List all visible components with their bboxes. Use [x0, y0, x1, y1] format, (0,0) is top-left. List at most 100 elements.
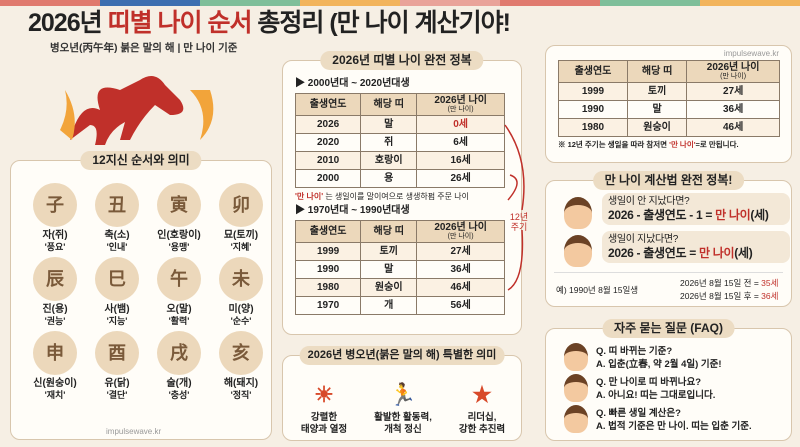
rat-icon: 子	[33, 183, 77, 227]
zodiac-name: 자(쥐)	[42, 230, 68, 241]
zodiac-name: 오(말)	[166, 304, 192, 315]
tiger-icon: 寅	[157, 183, 201, 227]
meaning-item: 🏃 활발한 활동력, 개척 정신	[364, 380, 442, 436]
cycle-arrows	[504, 124, 525, 291]
table-cell: 36세	[416, 260, 505, 279]
person-question-icon	[564, 343, 588, 371]
zodiac-name: 진(용)	[42, 304, 68, 315]
zodiac-meaning: '용맹'	[168, 242, 190, 252]
zodiac-title: 12지신 순서와 의미	[80, 151, 202, 170]
table-cell: 36세	[686, 100, 780, 119]
table-row: 2000 용 26세	[294, 169, 505, 188]
example-label: 예) 1990년 8월 15일생	[556, 285, 639, 295]
zodiac-name: 미(양)	[228, 304, 254, 315]
zodiac-meaning: '활력'	[168, 316, 190, 326]
formula-before-birthday: 생일이 안 지났다면? 2026 - 출생연도 - 1 = 만 나이(세)	[602, 193, 790, 225]
table-row: 1999 토끼 27세	[294, 242, 505, 261]
table-row: 2020 쥐 6세	[294, 133, 505, 152]
watermark: impulsewave.kr	[106, 427, 162, 436]
sun-icon: ☀	[314, 382, 334, 407]
zodiac-item: 辰 진(용) '권능'	[25, 257, 85, 327]
zodiac-name: 술(개)	[166, 378, 192, 389]
zodiac-item: 未 미(양) '순수'	[211, 257, 271, 327]
calc-title: 만 나이 계산법 완전 정복!	[592, 171, 745, 190]
age-note: '만 나이' 는 생일이를 말이여으로 생생하펌 주문 나이	[295, 192, 469, 201]
table-cell: 1990	[558, 100, 628, 119]
stripe-segment	[200, 0, 300, 6]
stripe-segment	[700, 0, 800, 6]
zodiac-item: 巳 사(뱀) '지능'	[87, 257, 147, 327]
table-cell: 46세	[686, 118, 780, 137]
table-cell: 말	[360, 260, 418, 279]
table-cell: 0세	[416, 115, 505, 134]
meaning-line: 리더십,	[467, 412, 497, 423]
meaning-line: 강렬한	[310, 412, 338, 423]
table-cell: 1980	[558, 118, 628, 137]
horse-icon: 午	[157, 257, 201, 301]
calc-panel: 만 나이 계산법 완전 정복! 생일이 안 지났다면? 2026 - 출생연도 -…	[545, 171, 792, 307]
table-cell: 2000	[294, 169, 362, 188]
section-1970s: ▶ 1970년대 ~ 1990년대생	[295, 205, 410, 216]
zodiac-panel: 12지신 순서와 의미 子 자(쥐) '풍요' 丑 축(소) '인내' 寅 인(호랑이) '용맹…	[10, 151, 272, 440]
table-row: 1980 원숭이 46세	[294, 278, 505, 297]
table-row: 1970 개 56세	[294, 296, 505, 315]
meaning-line: 강한 추진력	[458, 424, 506, 435]
age-title: 2026년 띠별 나이 완전 정복	[320, 51, 484, 70]
zodiac-item: 亥 해(돼지) '정직'	[211, 331, 271, 401]
snake-icon: 巳	[95, 257, 139, 301]
zodiac-name: 유(닭)	[104, 378, 130, 389]
summary-note: ※ 12년 주기는 생일을 따라 참저면 '만 나이'=로 만됩니다.	[558, 140, 739, 149]
zodiac-meaning: '지혜'	[230, 242, 252, 252]
zodiac-meaning: '결단'	[106, 390, 128, 400]
zodiac-item: 寅 인(호랑이) '용맹'	[149, 183, 209, 253]
zodiac-meaning: '지능'	[106, 316, 128, 326]
rooster-icon: 酉	[95, 331, 139, 375]
pig-icon: 亥	[219, 331, 263, 375]
table-cell: 2026	[294, 115, 362, 134]
table-cell: 56세	[416, 296, 505, 315]
table-row: 1990 말 36세	[294, 260, 505, 279]
table-cell: 16세	[416, 151, 505, 170]
zodiac-item: 戌 술(개) '충성'	[149, 331, 209, 401]
summary-table: 출생연도 해당 띠 2026년 나이 (만 나이) 1999 토끼 27세 1990 말 36세 1…	[558, 60, 780, 137]
table-cell: 1999	[294, 242, 362, 261]
table-cell: 27세	[416, 242, 505, 261]
meaning-title: 2026년 병오년(붉은 말의 해) 특별한 의미	[299, 346, 505, 365]
table-cell: 1990	[294, 260, 362, 279]
zodiac-item: 子 자(쥐) '풍요'	[25, 183, 85, 253]
zodiac-meaning: '충성'	[168, 390, 190, 400]
stripe-segment	[600, 0, 700, 6]
summary-table-panel: impulsewave.kr 출생연도 해당 띠 2026년 나이 (만 나이) 199…	[545, 45, 792, 163]
subtitle: 병오년(丙午年) 붉은 말의 해 | 만 나이 기준	[50, 42, 238, 54]
table-cell: 원숭이	[360, 278, 418, 297]
formula-after-birthday: 생일이 지났다면? 2026 - 출생연도 = 만 나이(세)	[602, 231, 790, 263]
zodiac-meaning: '풍요'	[44, 242, 66, 252]
table-cell: 2020	[294, 133, 362, 152]
zodiac-name: 묘(토끼)	[223, 230, 259, 241]
zodiac-name: 신(원숭이)	[33, 378, 77, 389]
meaning-item: ☀ 강렬한 태양과 열정	[285, 380, 363, 436]
age-panel: 2026년 띠별 나이 완전 정복 ▶ 2000년대 ~ 2020년대생 출생연…	[282, 51, 522, 335]
table-cell: 원숭이	[626, 118, 688, 137]
example-results: 2026년 8월 15일 전 = 35세 2026년 8월 15일 후 = 36세	[680, 278, 779, 301]
age-table-2000s: 출생연도 해당 띠 2026년 나이 (만 나이) 2026 말 0세 2020 쥐 6세 2010…	[294, 93, 505, 188]
zodiac-meaning: '재치'	[44, 390, 66, 400]
dragon-icon: 辰	[33, 257, 77, 301]
zodiac-item: 丑 축(소) '인내'	[87, 183, 147, 253]
meaning-item: ★ 리더십, 강한 추진력	[443, 380, 521, 436]
red-horse-illustration	[60, 76, 214, 145]
age-table-1970s: 출생연도 해당 띠 2026년 나이 (만 나이) 1999 토끼 27세 1990 말 36세 1…	[294, 220, 505, 315]
person-warning-icon	[564, 374, 588, 402]
table-cell: 1970	[294, 296, 362, 315]
table-cell: 6세	[416, 133, 505, 152]
section-2000s: ▶ 2000년대 ~ 2020년대생	[295, 78, 410, 89]
zodiac-meaning: '정직'	[230, 390, 252, 400]
table-cell: 개	[360, 296, 418, 315]
leadership-icon: ★	[472, 382, 492, 407]
meaning-panel: 2026년 병오년(붉은 말의 해) 특별한 의미 ☀ 강렬한 태양과 열정 🏃 활발한…	[282, 346, 522, 441]
zodiac-meaning: '순수'	[230, 316, 252, 326]
faq-answer: A. 아니요! 띠는 그대로입니다.	[596, 390, 716, 401]
table-cell: 말	[626, 100, 688, 119]
person-thinking-icon	[564, 197, 592, 229]
faq-question: Q. 띠 바뀌는 기준?	[596, 346, 673, 357]
